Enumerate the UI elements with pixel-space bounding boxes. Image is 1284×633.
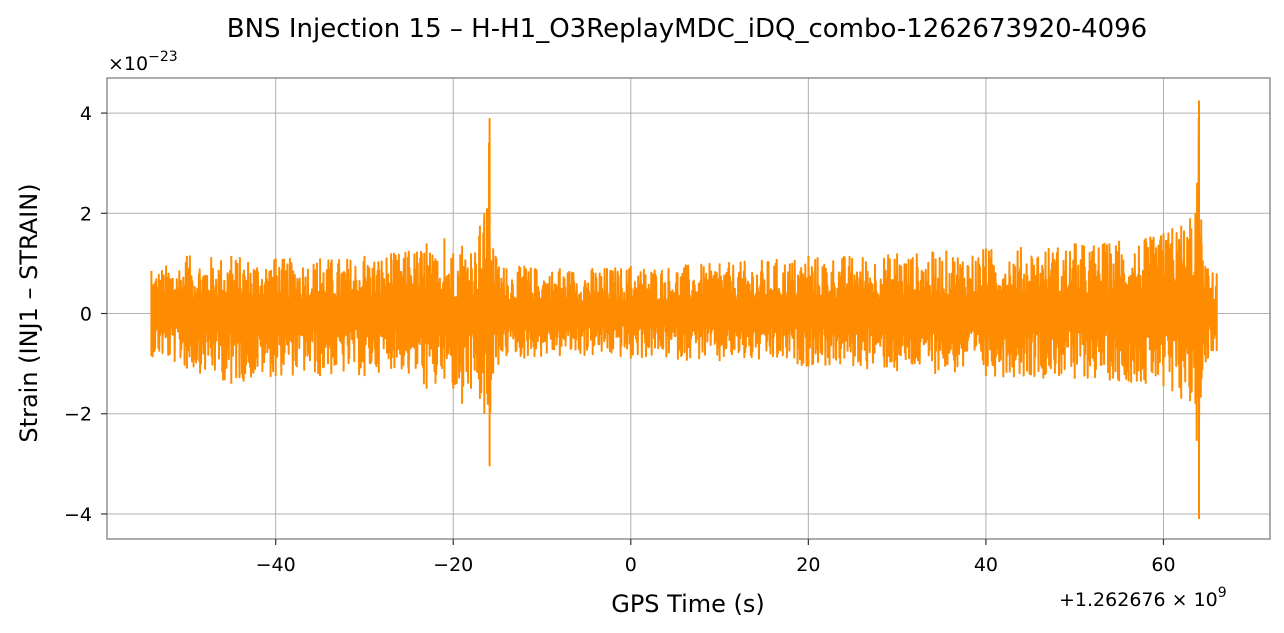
- strain-series-line: [150, 100, 1218, 519]
- y-scale-label: ×10−23: [108, 49, 178, 75]
- y-tick-label: 2: [80, 203, 92, 225]
- y-tick-label: 0: [80, 304, 92, 326]
- x-tick-label: −40: [256, 554, 296, 576]
- x-tick-label: −20: [433, 554, 473, 576]
- y-axis-label: Strain (INJ1 – STRAIN): [15, 183, 43, 442]
- y-tick-label: −2: [64, 404, 92, 426]
- x-offset-exponent: 9: [1218, 585, 1227, 601]
- plot-frame: [106, 77, 1271, 540]
- x-tick-label: 40: [974, 554, 998, 576]
- series-layer: [150, 100, 1218, 519]
- chart-title: BNS Injection 15 – H-H1_O3ReplayMDC_iDQ_…: [227, 14, 1147, 44]
- x-tick-label: 0: [625, 554, 637, 576]
- x-tick-label: 60: [1151, 554, 1175, 576]
- x-offset-label: +1.262676 × 109: [1059, 585, 1227, 611]
- y-tick-label: 4: [80, 103, 92, 125]
- x-axis-label: GPS Time (s): [611, 590, 765, 618]
- x-tick-label: 20: [796, 554, 820, 576]
- y-scale-exponent: −23: [148, 49, 178, 65]
- y-tick-label: −4: [64, 504, 92, 526]
